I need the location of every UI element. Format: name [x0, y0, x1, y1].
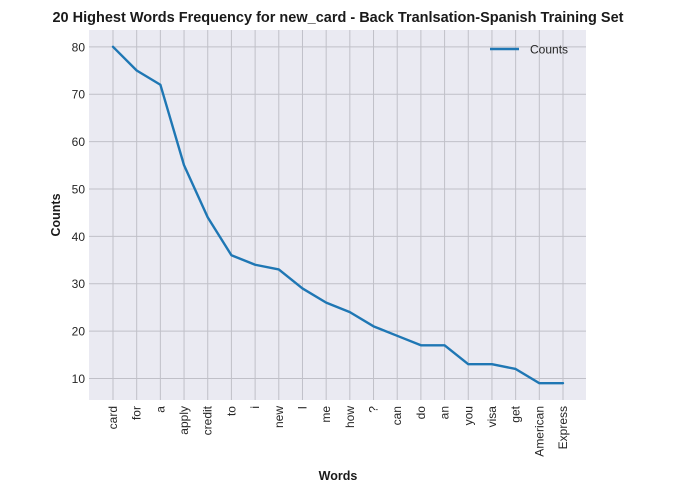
x-tick-label: card: [106, 406, 120, 429]
y-tick-label: 10: [72, 372, 86, 386]
x-tick-label: i: [248, 406, 262, 409]
x-tick-label: a: [153, 406, 167, 413]
legend: Counts: [490, 43, 568, 57]
y-tick-label: 80: [72, 40, 86, 54]
y-axis-label: Counts: [49, 193, 63, 236]
y-tick-label: 30: [72, 277, 86, 291]
x-tick-label: an: [438, 406, 452, 419]
legend-label: Counts: [530, 43, 568, 57]
x-tick-label: new: [272, 406, 286, 428]
x-tick-label: to: [224, 406, 238, 416]
x-tick-label: me: [319, 406, 333, 423]
x-tick-label: apply: [177, 406, 191, 435]
x-tick-label: get: [509, 405, 523, 422]
x-tick-label: Express: [556, 406, 570, 449]
chart-title: 20 Highest Words Frequency for new_card …: [52, 10, 623, 26]
y-tick-label: 40: [72, 230, 86, 244]
x-tick-label: how: [343, 406, 357, 428]
x-tick-label: can: [390, 406, 404, 425]
x-tick-label: do: [414, 406, 428, 420]
x-axis-label: Words: [319, 469, 358, 483]
series-line-counts: [111, 45, 565, 385]
y-tick-label: 70: [72, 88, 86, 102]
y-tick-label: 50: [72, 182, 86, 196]
x-tick-label: credit: [201, 405, 215, 435]
x-tick-label: ?: [367, 406, 381, 413]
plot-area: [89, 30, 586, 400]
y-tick-label: 20: [72, 325, 86, 339]
grid-lines: [89, 30, 586, 400]
y-axis-ticks: 10 20 30 40 50 60 70 80: [72, 40, 86, 386]
x-tick-label: visa: [485, 406, 499, 428]
y-tick-label: 60: [72, 135, 86, 149]
x-tick-label: American: [532, 406, 546, 457]
x-tick-label: you: [461, 406, 475, 425]
x-tick-label: I: [295, 406, 309, 409]
x-tick-label: for: [130, 406, 144, 420]
